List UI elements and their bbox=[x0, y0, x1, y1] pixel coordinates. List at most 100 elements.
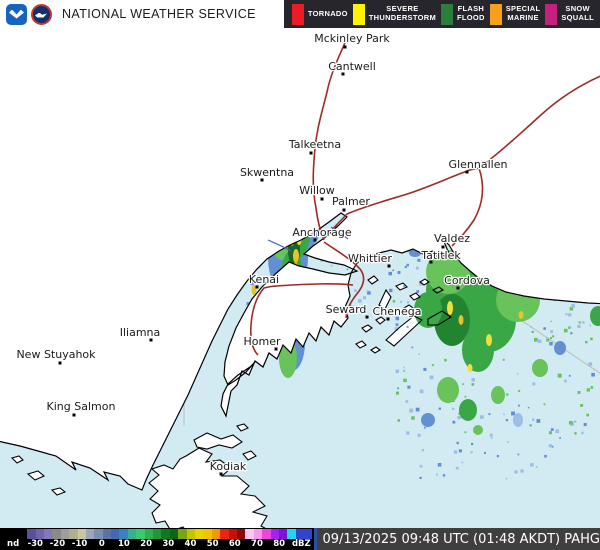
dbz-tick: 10 bbox=[118, 539, 130, 549]
radar-speckle bbox=[395, 369, 400, 373]
city-dot bbox=[309, 151, 313, 155]
radar-speckle bbox=[546, 337, 549, 340]
warning-label: SNOW SQUALL bbox=[561, 4, 594, 22]
radar-echo-blob bbox=[251, 285, 257, 295]
radar-speckle bbox=[462, 383, 465, 386]
radar-speckle bbox=[397, 419, 401, 422]
radar-speckle bbox=[543, 327, 546, 330]
radar-echo-blob bbox=[532, 359, 548, 377]
montague-island bbox=[386, 316, 422, 346]
radar-speckle bbox=[419, 389, 424, 394]
radar-speckle bbox=[516, 373, 519, 375]
noaa-logo-icon bbox=[31, 3, 52, 25]
city-label: Kenai bbox=[249, 273, 279, 286]
city-labels: Mckinley Park Cantwell Talkeetna Skwentna Wi… bbox=[15, 31, 509, 476]
city-dot bbox=[365, 315, 369, 319]
dbz-tick: -10 bbox=[71, 539, 88, 549]
radar-speckle bbox=[409, 313, 411, 316]
radar-speckle bbox=[470, 442, 474, 446]
dbz-tick: 40 bbox=[184, 539, 197, 549]
radar-speckle bbox=[406, 263, 410, 267]
city-dot bbox=[72, 413, 76, 417]
radar-speckle bbox=[406, 431, 410, 435]
radar-speckle bbox=[503, 413, 505, 416]
radar-speckle bbox=[411, 346, 414, 349]
timestamp-box: 09/13/2025 09:48 UTC (01:48 AKDT) PAHG bbox=[314, 528, 600, 550]
radar-speckle bbox=[585, 340, 588, 344]
radar-speckle bbox=[551, 445, 554, 448]
dbz-color-segment bbox=[186, 529, 195, 539]
city-label: Willow bbox=[299, 184, 335, 197]
radar-speckle bbox=[397, 387, 399, 390]
radar-speckle bbox=[419, 476, 422, 480]
header-bar: NATIONAL WEATHER SERVICE TORNADO SEVERE TH… bbox=[0, 0, 600, 29]
city-dot bbox=[274, 347, 278, 351]
city-label: Skwentna bbox=[240, 166, 294, 179]
radar-map[interactable]: Mckinley Park Cantwell Talkeetna Skwentna Wi… bbox=[0, 28, 600, 528]
city-dot bbox=[219, 472, 223, 476]
radar-speckle bbox=[395, 391, 399, 395]
radar-speckle bbox=[530, 326, 532, 328]
dbz-color-segment bbox=[77, 529, 86, 539]
radar-speckle bbox=[590, 337, 593, 341]
radar-echo-blob bbox=[554, 341, 566, 355]
nws-logo-icon bbox=[6, 3, 27, 25]
radar-speckle bbox=[464, 431, 467, 434]
radar-speckle bbox=[532, 382, 536, 386]
warning-label: SEVERE THUNDERSTORM bbox=[368, 4, 436, 22]
radar-echo-blob bbox=[513, 413, 523, 427]
city-dot bbox=[387, 264, 391, 268]
radar-speckle bbox=[395, 316, 400, 321]
parks-highway bbox=[312, 33, 350, 241]
dbz-color-segment bbox=[153, 529, 162, 539]
radar-speckle bbox=[548, 444, 552, 448]
city-label: Seward bbox=[326, 303, 367, 316]
radar-echo-blob bbox=[473, 425, 483, 435]
radar-speckle bbox=[586, 413, 589, 417]
radar-speckle bbox=[573, 420, 577, 423]
radar-speckle bbox=[496, 454, 500, 458]
dbz-tick: 60 bbox=[228, 539, 241, 549]
radar-speckle bbox=[444, 358, 447, 362]
radar-speckle bbox=[471, 383, 475, 386]
radar-speckle bbox=[406, 301, 410, 304]
warning-label: TORNADO bbox=[307, 8, 348, 18]
dbz-color-segment bbox=[27, 529, 36, 539]
warning-label: SPECIAL MARINE bbox=[505, 4, 541, 22]
radar-speckle bbox=[506, 441, 509, 443]
radar-speckle bbox=[415, 407, 420, 412]
radar-speckle bbox=[570, 332, 573, 335]
radar-speckle bbox=[577, 391, 581, 394]
radar-speckle bbox=[533, 337, 538, 342]
city-dot bbox=[429, 260, 433, 264]
radar-speckle bbox=[403, 285, 405, 288]
radar-speckle bbox=[527, 406, 530, 409]
dbz-tick: -30 bbox=[27, 539, 43, 549]
radar-speckle bbox=[386, 310, 389, 313]
radar-speckle bbox=[490, 437, 493, 439]
richardson-highway bbox=[451, 167, 484, 247]
radar-speckle bbox=[362, 296, 367, 300]
radar-speckle bbox=[397, 270, 401, 274]
radar-speckle bbox=[330, 264, 333, 267]
radar-speckle bbox=[374, 259, 377, 262]
dbz-color-segment bbox=[102, 529, 112, 539]
dbz-color-segment bbox=[245, 529, 254, 539]
radar-echo-blob bbox=[459, 399, 477, 421]
dbz-tick: 0 bbox=[98, 539, 105, 549]
warning-swatch bbox=[545, 3, 558, 25]
radar-speckle bbox=[437, 462, 442, 467]
radar-speckle bbox=[505, 419, 508, 422]
radar-speckle bbox=[549, 341, 553, 346]
radar-speckle bbox=[569, 325, 572, 328]
radar-speckle bbox=[246, 302, 250, 306]
city-label: Cordova bbox=[444, 274, 490, 287]
radar-echo-blob bbox=[434, 294, 470, 346]
radar-speckle bbox=[403, 378, 407, 383]
warning-label: FLASH FLOOD bbox=[457, 4, 485, 22]
radar-speckle bbox=[435, 473, 438, 476]
warning-item: SEVERE THUNDERSTORM bbox=[352, 3, 436, 25]
dbz-tick: nd bbox=[7, 539, 20, 549]
city-dot bbox=[342, 208, 346, 212]
